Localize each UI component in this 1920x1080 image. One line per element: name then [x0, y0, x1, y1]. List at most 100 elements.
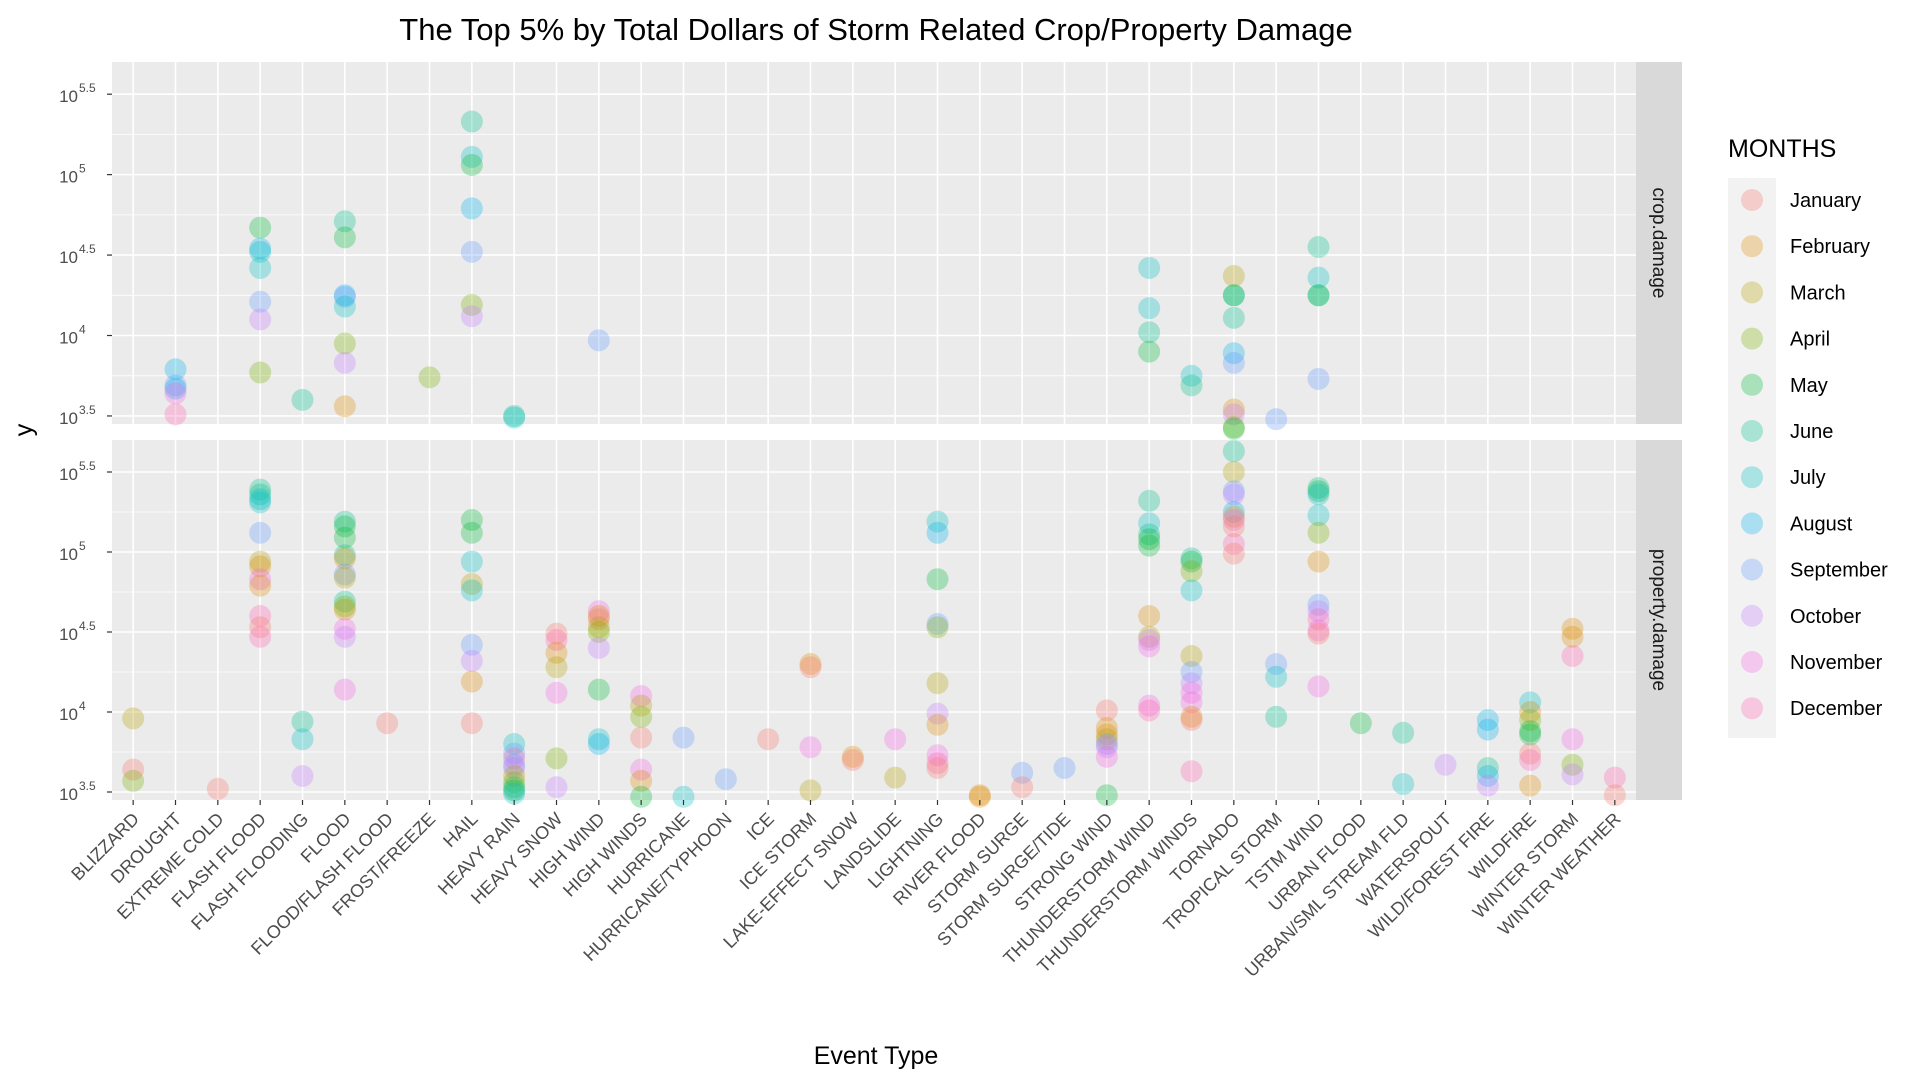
data-point: [926, 752, 949, 775]
data-point: [1011, 761, 1034, 784]
data-point: [249, 240, 272, 263]
data-point: [1265, 408, 1288, 431]
data-point: [460, 153, 483, 176]
data-point: [1095, 728, 1118, 751]
data-point: [1180, 681, 1203, 704]
legend-entry: April: [1741, 327, 1830, 351]
y-tick-label: 10: [59, 87, 78, 106]
data-point: [1476, 757, 1499, 779]
legend-label: May: [1790, 375, 1828, 397]
legend-key: [1741, 420, 1763, 442]
data-point: [333, 226, 356, 249]
data-point: [1561, 753, 1584, 776]
data-point: [460, 240, 483, 263]
data-point: [460, 305, 483, 328]
data-point: [630, 785, 653, 808]
data-point: [164, 358, 187, 381]
data-point: [1011, 776, 1034, 799]
data-point: [333, 625, 356, 648]
data-point: [545, 747, 568, 770]
data-point: [1307, 675, 1330, 698]
data-point: [587, 678, 610, 701]
data-point: [799, 779, 822, 802]
data-point: [1265, 705, 1288, 728]
data-point: [1222, 542, 1245, 565]
data-point: [1561, 728, 1584, 751]
legend-key: [1741, 697, 1763, 720]
data-point: [122, 707, 145, 730]
legend-key: [1741, 373, 1763, 396]
data-point: [503, 771, 526, 794]
data-point: [249, 361, 272, 384]
data-point: [460, 573, 483, 595]
data-point: [291, 388, 314, 411]
data-point: [333, 544, 356, 567]
data-point: [1307, 477, 1330, 499]
y-tick-exponent: 4.5: [79, 242, 96, 256]
data-point: [1222, 342, 1245, 365]
data-point: [1138, 635, 1161, 658]
data-point: [1095, 784, 1118, 807]
data-point: [460, 145, 483, 168]
data-point: [1095, 723, 1118, 746]
data-point: [333, 510, 356, 533]
data-point: [333, 590, 356, 613]
data-point: [249, 478, 272, 501]
data-point: [799, 653, 822, 675]
y-tick-base: 10: [59, 785, 78, 804]
y-tick-label: 10: [59, 329, 78, 348]
data-point: [1222, 398, 1245, 421]
data-point: [841, 745, 864, 768]
y-axis-title: y: [10, 423, 38, 436]
data-point: [1561, 625, 1584, 648]
data-point: [1138, 699, 1161, 722]
data-point: [1307, 367, 1330, 390]
data-point: [1307, 593, 1330, 616]
data-point: [333, 617, 356, 640]
data-point: [333, 395, 356, 418]
data-point: [460, 509, 483, 531]
data-point: [926, 568, 949, 591]
data-point: [1307, 266, 1330, 289]
data-point: [1307, 622, 1330, 645]
y-tick-label: 10: [59, 785, 78, 804]
y-tick-exponent: 3.5: [79, 779, 96, 793]
data-point: [757, 728, 780, 751]
data-point: [1222, 440, 1245, 463]
data-point: [1138, 694, 1161, 717]
data-point: [884, 728, 907, 751]
data-point: [460, 110, 483, 133]
legend-entry: January: [1741, 189, 1861, 212]
data-point: [587, 600, 610, 623]
data-point: [503, 765, 526, 787]
data-point: [1307, 483, 1330, 506]
legend-label: March: [1790, 282, 1846, 304]
data-point: [884, 766, 907, 789]
data-point: [968, 784, 991, 807]
data-point: [1392, 773, 1415, 795]
data-point: [1561, 617, 1584, 640]
facet-strip: [1636, 62, 1682, 424]
y-tick-base: 10: [59, 87, 78, 106]
data-point: [1138, 321, 1161, 344]
data-point: [587, 621, 610, 643]
legend-key: [1741, 651, 1763, 673]
data-point: [1222, 417, 1245, 440]
data-point: [1180, 550, 1203, 573]
data-point: [1307, 480, 1330, 503]
data-point: [1138, 256, 1161, 279]
data-point: [1222, 284, 1245, 307]
data-point: [1476, 774, 1499, 797]
data-point: [1561, 763, 1584, 786]
data-point: [249, 308, 272, 331]
legend-key: [1741, 327, 1763, 350]
legend-key: [1741, 189, 1763, 211]
legend-entry: September: [1741, 558, 1888, 582]
data-point: [545, 622, 568, 645]
data-point: [1138, 534, 1161, 557]
data-point: [799, 656, 822, 679]
data-point: [333, 678, 356, 701]
data-point: [503, 757, 526, 779]
